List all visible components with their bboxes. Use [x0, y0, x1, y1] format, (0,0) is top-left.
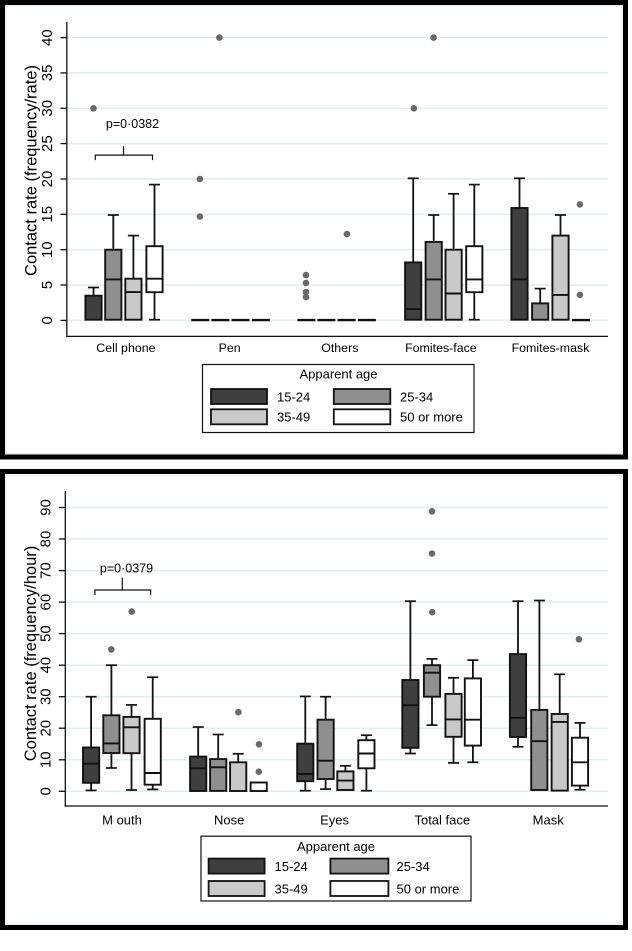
- svg-text:10: 10: [37, 751, 54, 768]
- svg-text:Fomites-face: Fomites-face: [405, 341, 477, 355]
- svg-text:15-24: 15-24: [277, 389, 310, 404]
- svg-text:35: 35: [39, 65, 56, 82]
- svg-text:70: 70: [37, 562, 54, 579]
- svg-text:15-24: 15-24: [275, 859, 308, 874]
- svg-text:0: 0: [37, 787, 54, 795]
- svg-text:40: 40: [39, 29, 56, 46]
- svg-text:30: 30: [37, 688, 54, 705]
- svg-text:25: 25: [39, 135, 56, 152]
- svg-text:20: 20: [39, 171, 56, 188]
- svg-text:Apparent age: Apparent age: [297, 839, 375, 854]
- svg-text:25-34: 25-34: [400, 389, 433, 404]
- svg-text:60: 60: [37, 594, 54, 611]
- svg-text:Eyes: Eyes: [320, 812, 349, 827]
- svg-text:50: 50: [37, 625, 54, 642]
- svg-text:p=0·0379: p=0·0379: [100, 562, 153, 576]
- svg-text:Total face: Total face: [414, 812, 470, 827]
- svg-text:10: 10: [39, 241, 56, 258]
- svg-text:40: 40: [37, 657, 54, 674]
- svg-text:Pen: Pen: [219, 341, 241, 355]
- svg-text:50 or more: 50 or more: [397, 881, 460, 896]
- svg-text:25-34: 25-34: [397, 859, 430, 874]
- svg-text:50 or more: 50 or more: [400, 410, 463, 425]
- svg-text:M outh: M outh: [102, 812, 142, 827]
- svg-text:Contact rate (frequency/rate): Contact rate (frequency/rate): [23, 65, 41, 276]
- svg-text:35-49: 35-49: [275, 881, 308, 896]
- svg-text:Cell phone: Cell phone: [96, 341, 155, 355]
- svg-text:Fomites-mask: Fomites-mask: [512, 341, 591, 355]
- svg-text:90: 90: [37, 499, 54, 516]
- svg-text:35-49: 35-49: [277, 410, 310, 425]
- svg-text:Others: Others: [321, 341, 358, 355]
- svg-text:80: 80: [37, 531, 54, 548]
- svg-text:Contact rate (frequency/hour): Contact rate (frequency/hour): [22, 546, 40, 762]
- svg-text:5: 5: [39, 281, 56, 289]
- svg-text:p=0·0382: p=0·0382: [106, 117, 159, 131]
- svg-text:0: 0: [39, 316, 56, 324]
- svg-text:Apparent age: Apparent age: [299, 367, 377, 382]
- svg-text:20: 20: [37, 720, 54, 737]
- svg-text:30: 30: [39, 100, 56, 117]
- svg-text:15: 15: [39, 206, 56, 223]
- svg-text:Nose: Nose: [214, 812, 244, 827]
- svg-text:Mask: Mask: [533, 812, 565, 827]
